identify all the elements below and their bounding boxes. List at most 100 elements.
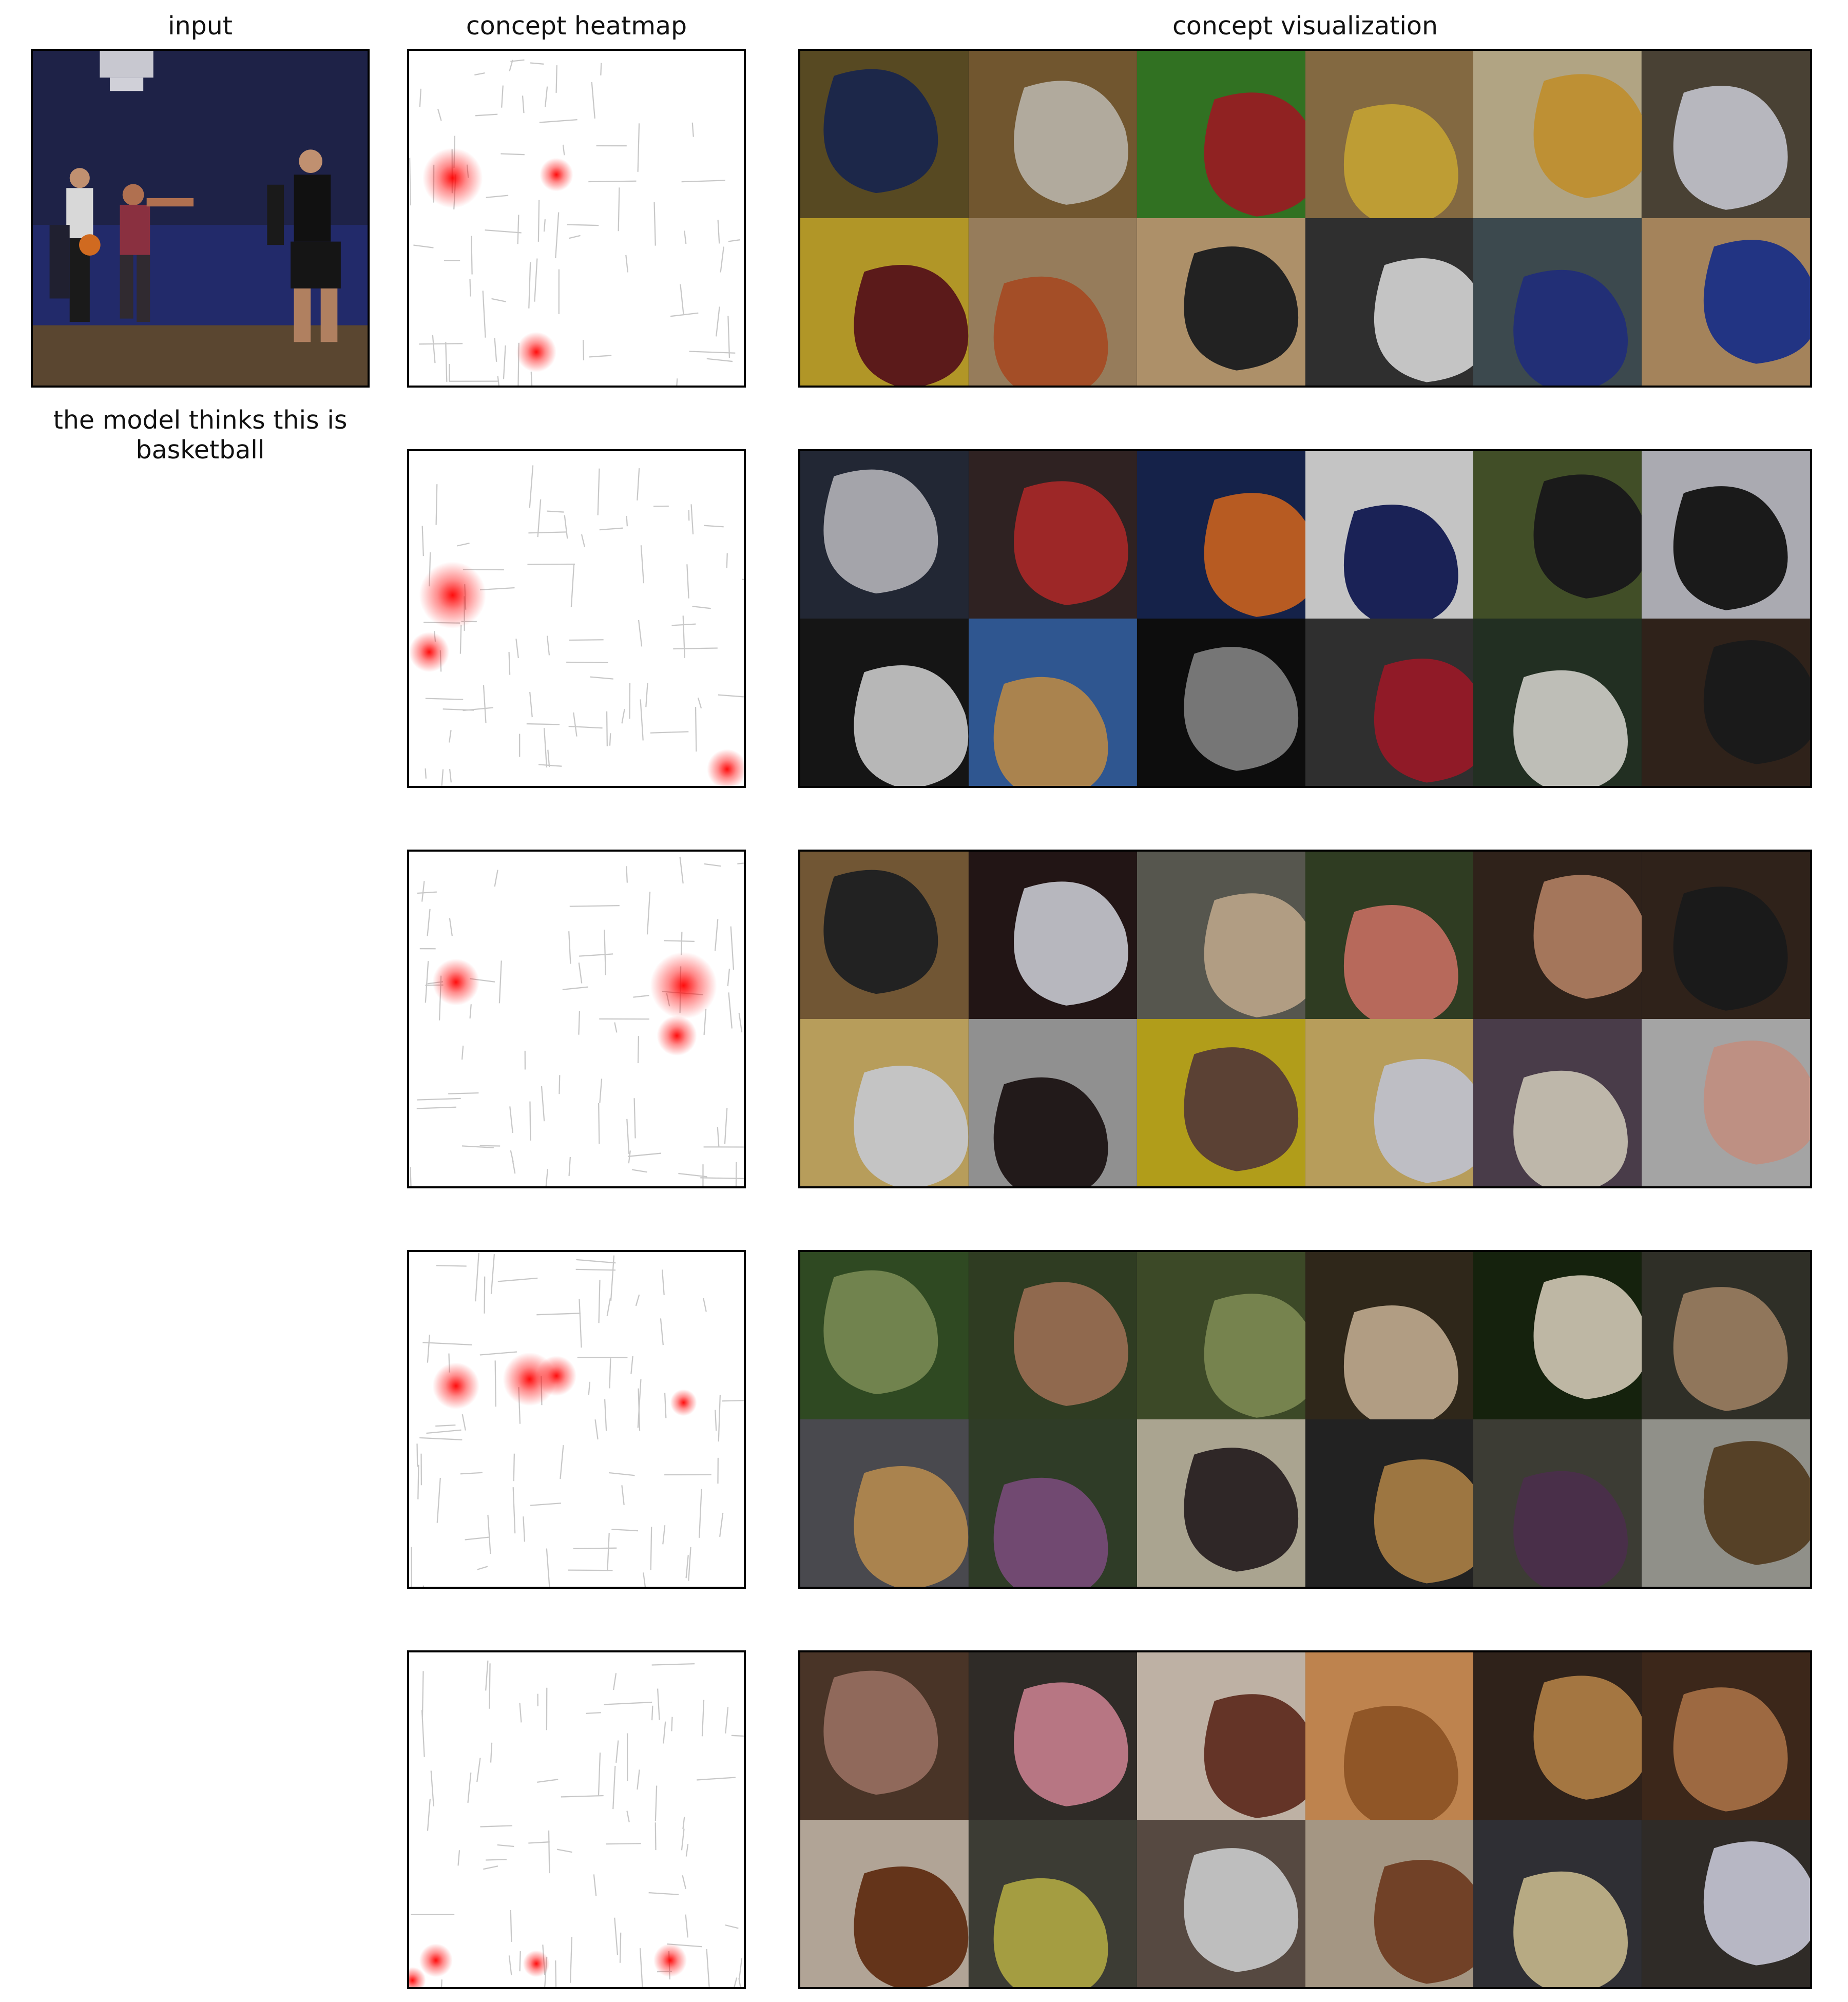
concept-region	[1013, 881, 1128, 1006]
concept-region	[1204, 1294, 1305, 1418]
edge-stroke	[689, 351, 736, 354]
edge-stroke	[714, 919, 719, 951]
edge-stroke	[545, 1169, 549, 1186]
edge-stroke	[490, 1254, 495, 1294]
edge-stroke	[637, 1036, 640, 1064]
concept-region	[1183, 1047, 1298, 1171]
edge-stroke	[606, 1843, 641, 1845]
edge-stroke	[435, 484, 438, 525]
edge-stroke	[731, 1735, 744, 1737]
edge-stroke	[522, 95, 525, 113]
concept-heatmap	[407, 49, 746, 388]
edge-stroke	[419, 88, 421, 107]
edge-stroke	[479, 1351, 517, 1356]
edge-stroke	[485, 1660, 489, 1691]
edge-stroke	[461, 1414, 466, 1431]
visualization-tile	[1473, 451, 1642, 619]
edge-stroke	[483, 685, 487, 723]
edge-stroke	[436, 1265, 467, 1267]
edge-stroke	[529, 465, 534, 508]
edge-stroke	[459, 625, 462, 654]
edge-stroke	[685, 1844, 689, 1857]
concept-heatmap	[407, 1650, 746, 1989]
edge-stroke	[417, 1098, 461, 1101]
edge-stroke	[727, 316, 730, 358]
edge-stroke	[664, 940, 695, 942]
edge-stroke	[588, 1381, 591, 1395]
edge-stroke	[543, 727, 548, 768]
edge-stroke	[639, 1948, 643, 1987]
heat-hotspot	[409, 1967, 426, 1987]
edge-stroke	[630, 1356, 633, 1374]
concept-region	[1374, 659, 1474, 783]
visualization-tile	[1305, 619, 1474, 786]
edge-stroke	[463, 707, 493, 711]
concept-region	[1704, 640, 1810, 764]
edge-stroke	[701, 1700, 705, 1737]
concept-region	[1204, 893, 1305, 1017]
visualization-tile	[1642, 218, 1810, 386]
edge-stroke	[539, 119, 578, 123]
visualization-tile	[1473, 1019, 1642, 1186]
concept-region	[823, 870, 938, 994]
visualization-tile	[1642, 51, 1810, 218]
edge-stroke	[700, 1177, 744, 1180]
edge-stroke	[615, 1740, 619, 1763]
edge-stroke	[671, 623, 696, 626]
edge-stroke	[640, 545, 645, 584]
edge-stroke	[410, 1167, 412, 1186]
edge-stroke	[637, 123, 640, 172]
edge-stroke	[482, 291, 486, 338]
visualization-tile	[968, 1820, 1137, 1987]
edge-stroke	[628, 1152, 662, 1157]
edge-stroke	[706, 358, 733, 362]
edge-stroke	[739, 1958, 743, 1979]
concept-region	[1013, 1282, 1128, 1406]
visualization-tile	[1137, 1652, 1305, 1820]
edge-stroke	[568, 1157, 571, 1177]
edge-stroke	[457, 1850, 460, 1866]
visualization-tile	[1305, 1652, 1474, 1820]
edge-stroke	[494, 338, 497, 362]
edge-stroke	[546, 1548, 550, 1587]
edge-stroke	[591, 82, 595, 119]
edge-stroke	[725, 1924, 739, 1929]
concept-region	[993, 1077, 1108, 1186]
edge-stroke	[651, 1663, 695, 1666]
concept-region	[1673, 1287, 1788, 1411]
edge-stroke	[719, 1512, 724, 1537]
visualization-tile	[1473, 619, 1642, 786]
visualization-tile	[1305, 852, 1474, 1019]
visualization-tile	[968, 1652, 1137, 1820]
edge-stroke	[471, 236, 473, 275]
edge-stroke	[449, 769, 452, 783]
edge-stroke	[676, 378, 678, 386]
concept-region	[1704, 1441, 1810, 1565]
concept-region	[1374, 1860, 1474, 1984]
visualization-tile	[1473, 51, 1642, 218]
edge-stroke	[509, 1106, 513, 1133]
edge-stroke	[556, 1849, 572, 1853]
visualization-tile	[1473, 1820, 1642, 1987]
edge-stroke	[486, 1859, 507, 1861]
visualization-tile	[1305, 218, 1474, 386]
concept-region	[854, 1866, 969, 1987]
edge-stroke	[467, 1772, 472, 1803]
edge-stroke	[435, 1424, 456, 1427]
concept-region	[823, 1670, 938, 1795]
edge-stroke	[445, 342, 448, 382]
concept-region	[1183, 246, 1298, 371]
concept-region	[1343, 505, 1458, 619]
edge-stroke	[534, 258, 538, 302]
edge-stroke	[637, 1769, 640, 1790]
edge-stroke	[618, 187, 620, 232]
visualization-tile	[800, 451, 969, 619]
visualization-tile	[1137, 218, 1305, 386]
edge-stroke	[737, 862, 744, 864]
edge-stroke	[681, 180, 725, 183]
edge-stroke	[682, 1817, 685, 1830]
edge-stroke	[573, 712, 578, 737]
edge-stroke	[489, 1663, 491, 1709]
edge-stroke	[654, 1785, 658, 1822]
edge-stroke	[537, 499, 542, 537]
